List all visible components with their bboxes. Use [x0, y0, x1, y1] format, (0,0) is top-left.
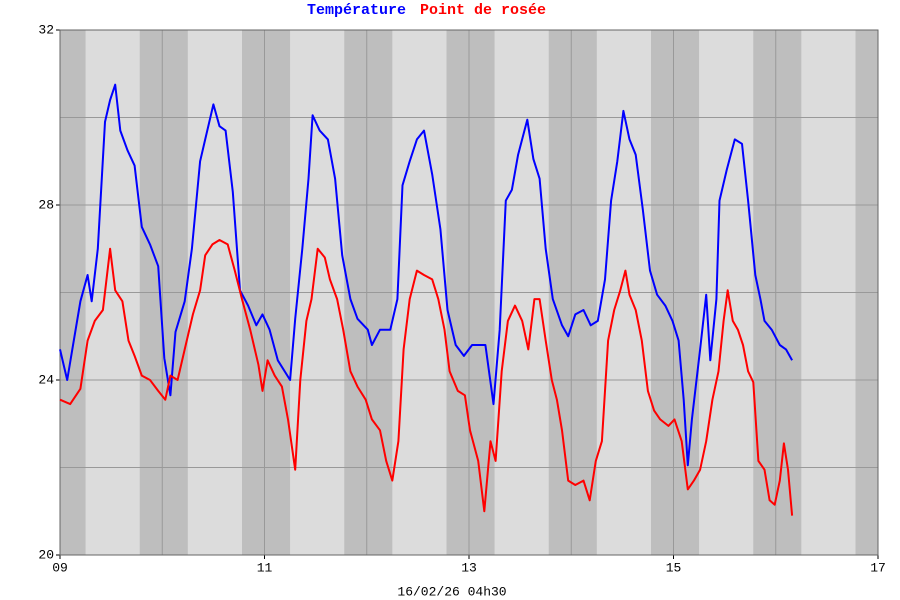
legend-entry: Température [307, 2, 406, 19]
x-tick-label: 17 [870, 560, 886, 575]
series-line [59, 83, 793, 467]
x-tick-label: 09 [52, 560, 68, 575]
plot-border [59, 29, 879, 556]
x-tick-label: 13 [461, 560, 477, 575]
x-tick-label: 15 [666, 560, 682, 575]
series-line [59, 239, 794, 516]
x-axis-label: 16/02/26 04h30 [397, 584, 506, 599]
y-tick-label: 24 [38, 372, 54, 387]
y-tick-label: 28 [38, 197, 54, 212]
y-tick-label: 20 [38, 547, 54, 562]
legend-entry: Point de rosée [420, 2, 546, 19]
y-tick-label: 32 [38, 22, 54, 37]
x-tick-label: 11 [257, 560, 273, 575]
